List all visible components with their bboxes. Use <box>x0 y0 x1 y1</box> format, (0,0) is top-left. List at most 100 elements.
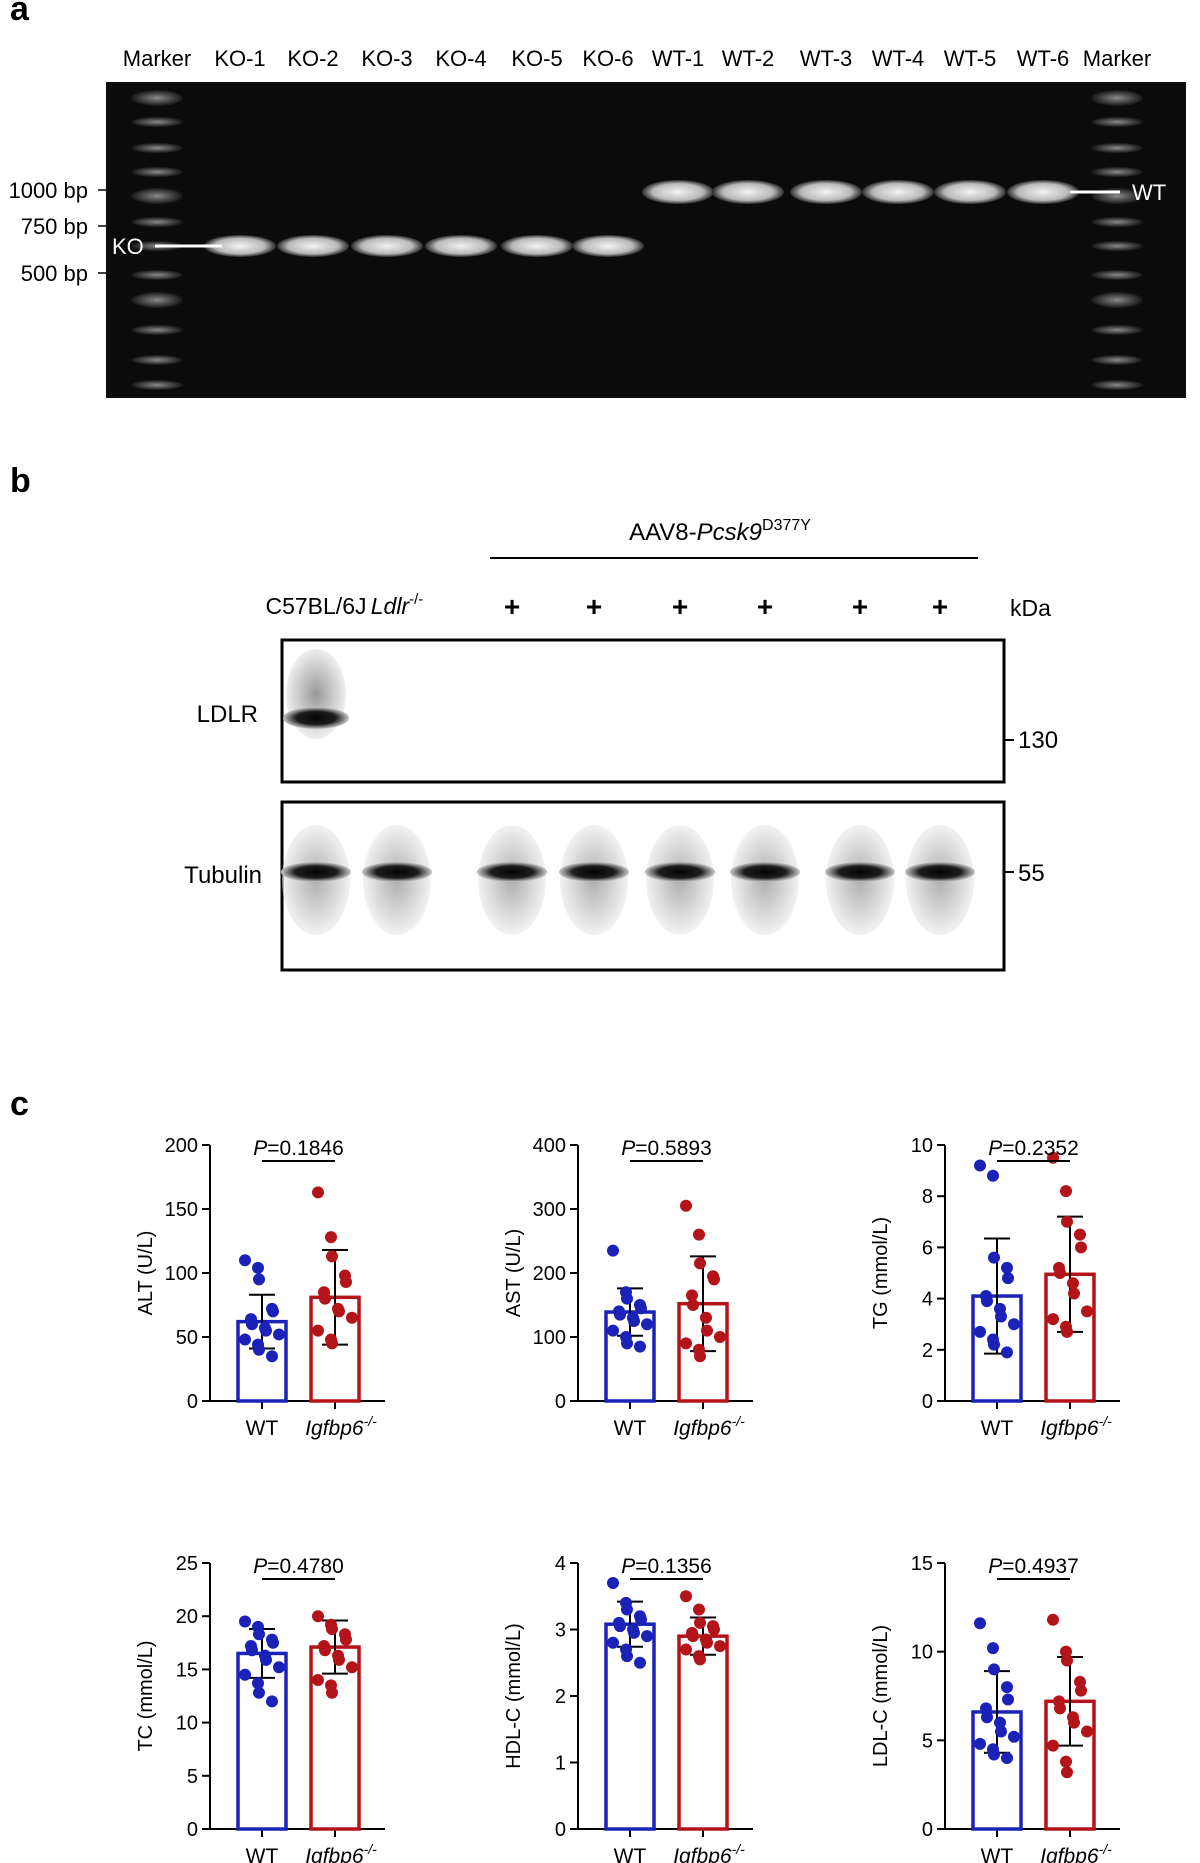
lane-label: KO-4 <box>435 46 486 71</box>
x-tick-label-wt: WT <box>246 1417 279 1440</box>
ko-band <box>277 235 349 257</box>
data-point <box>267 1636 279 1649</box>
ko-band <box>351 235 423 257</box>
ko-superscript: -/- <box>364 1413 378 1429</box>
x-tick-label-wt: WT <box>981 1417 1014 1440</box>
y-axis-label: ALT (U/L) <box>135 1231 157 1316</box>
data-point <box>1008 1318 1020 1331</box>
data-point <box>1001 1346 1013 1359</box>
data-point <box>266 1350 278 1363</box>
data-point <box>326 1686 338 1699</box>
wt-band <box>934 180 1006 204</box>
data-point <box>1075 1241 1087 1254</box>
x-tick-label-ko: Igfbp6-/- <box>305 1413 377 1440</box>
ladder-band <box>1091 217 1143 227</box>
data-point <box>253 1686 265 1699</box>
y-tick-label: 300 <box>533 1199 566 1221</box>
data-point <box>621 1603 633 1616</box>
p-value-label: P=0.1356 <box>621 1555 712 1578</box>
data-point <box>253 1628 265 1641</box>
size-label: 1000 bp <box>8 178 88 203</box>
data-point <box>621 1292 633 1305</box>
data-point <box>1008 1730 1020 1743</box>
data-point <box>981 1711 993 1724</box>
data-point <box>635 1302 647 1315</box>
ladder-band <box>131 270 183 280</box>
data-point <box>1061 1215 1073 1228</box>
y-tick-label: 2 <box>555 1686 566 1708</box>
ko-band-label: KO <box>112 234 144 259</box>
tubulin-band <box>905 862 975 882</box>
y-tick-label: 10 <box>176 1713 198 1735</box>
y-tick-label: 20 <box>176 1606 198 1628</box>
data-point <box>239 1615 251 1628</box>
y-tick-label: 5 <box>187 1766 198 1788</box>
data-point <box>340 1275 352 1288</box>
data-point <box>714 1640 726 1653</box>
y-tick-label: 25 <box>176 1553 198 1575</box>
y-tick-label: 0 <box>555 1819 566 1841</box>
ladder-band <box>1091 117 1143 127</box>
ladder-band <box>1091 355 1143 365</box>
data-point <box>325 1231 337 1244</box>
data-point <box>687 1299 699 1311</box>
data-point <box>974 1325 986 1338</box>
wt-band <box>642 180 714 204</box>
p-symbol: P <box>988 1137 1002 1160</box>
tubulin-band <box>559 862 629 882</box>
x-tick-label-ko: Igfbp6-/- <box>673 1413 745 1440</box>
ladder-band <box>131 143 183 153</box>
plus-sign: + <box>757 591 773 622</box>
wt-band <box>1007 180 1079 204</box>
data-point <box>693 1228 705 1241</box>
y-axis-label: AST (U/L) <box>503 1229 525 1318</box>
y-tick-label: 1 <box>555 1753 566 1775</box>
ladder-band <box>1091 292 1143 308</box>
data-point <box>260 1653 272 1666</box>
lane-label: KO-5 <box>511 46 562 71</box>
p-number: =0.1356 <box>635 1555 712 1578</box>
y-tick-label: 4 <box>555 1553 566 1575</box>
data-point <box>1047 1739 1059 1752</box>
data-point <box>621 1650 633 1663</box>
data-point <box>628 1315 640 1327</box>
bar <box>677 1634 729 1831</box>
aav-prefix: AAV8- <box>629 519 697 546</box>
data-point <box>641 1630 653 1643</box>
data-point <box>607 1324 619 1337</box>
data-point <box>1074 1228 1086 1241</box>
ko-superscript: -/- <box>364 1841 378 1857</box>
data-point <box>621 1337 633 1350</box>
data-point <box>252 1677 264 1690</box>
chart-6: 0 5 10 15 LDL-C (mmol/L) WT Igfbp6-/- P=0.4937 <box>870 1553 1120 1863</box>
data-point <box>1060 1755 1072 1768</box>
chart-1: 0 50 100 150 200 ALT (U/L) WT Igfbp6-/- P=0.1846 <box>135 1135 385 1440</box>
aav-label: AAV8-Pcsk9D377Y <box>629 517 811 546</box>
ldlr-band <box>283 707 349 729</box>
ladder-band <box>131 90 183 106</box>
ko-gene: Igfbp6 <box>673 1845 732 1863</box>
y-tick-label: 150 <box>165 1199 198 1221</box>
data-point <box>319 1644 331 1657</box>
data-point <box>1001 1752 1013 1765</box>
data-point <box>1054 1702 1066 1715</box>
ladder-band <box>1091 241 1143 251</box>
plus-sign: + <box>932 591 948 622</box>
data-point <box>680 1643 692 1656</box>
data-point <box>994 1716 1006 1729</box>
data-point <box>312 1610 324 1623</box>
data-point <box>686 1289 698 1302</box>
data-point <box>680 1199 692 1212</box>
tubulin-band <box>730 862 800 882</box>
panel-b-letter: b <box>10 462 31 500</box>
data-point <box>700 1311 712 1324</box>
y-tick-label: 400 <box>533 1135 566 1157</box>
y-tick-label: 5 <box>922 1730 933 1752</box>
lane-label: Marker <box>1083 46 1151 71</box>
data-point <box>1054 1267 1066 1279</box>
data-point <box>694 1257 706 1270</box>
y-tick-label: 6 <box>922 1237 933 1259</box>
data-point <box>988 1748 1000 1761</box>
data-point <box>1001 1681 1013 1694</box>
x-tick-label-ko: Igfbp6-/- <box>305 1841 377 1863</box>
